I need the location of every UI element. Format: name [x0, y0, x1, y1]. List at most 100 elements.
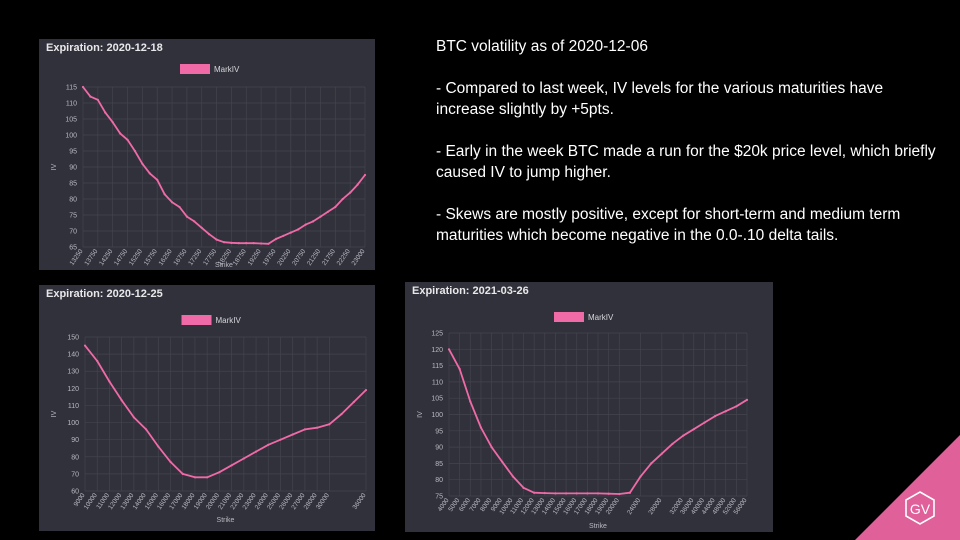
data-point	[297, 228, 300, 231]
x-axis-label: Strike	[215, 262, 233, 269]
y-tick-label: 80	[69, 197, 77, 204]
data-point	[163, 193, 166, 196]
x-tick-label: 20750	[291, 248, 307, 267]
x-tick-label: 36000	[352, 492, 368, 511]
y-tick-label: 85	[435, 461, 443, 468]
legend-label: MarkIV	[214, 65, 240, 74]
data-point	[170, 201, 174, 204]
data-point	[133, 149, 137, 153]
y-tick-label: 110	[68, 403, 79, 410]
x-axis-label: Strike	[217, 517, 235, 524]
data-point	[282, 234, 285, 237]
x-tick-label: 14750	[113, 248, 129, 267]
data-point	[119, 132, 122, 135]
x-tick-label: 13750	[83, 248, 99, 267]
y-tick-label: 100	[65, 133, 77, 140]
legend-label: MarkIV	[588, 313, 614, 322]
data-point	[245, 242, 248, 245]
data-point	[554, 492, 557, 495]
data-point	[242, 457, 245, 460]
data-point	[469, 400, 472, 403]
y-tick-label: 140	[67, 352, 79, 359]
data-point	[193, 220, 196, 223]
data-point	[543, 491, 546, 495]
x-tick-label: 23000	[351, 248, 367, 267]
data-point	[334, 205, 337, 209]
data-point	[181, 472, 184, 475]
data-point	[230, 241, 233, 244]
iv-chart-2020-12-25: 6070809010011012013014015090001000011000…	[51, 315, 368, 524]
data-point	[96, 359, 99, 363]
chart-panel-2020-12-25: Expiration: 2020-12-25 60 70 80 90 100 110 120…	[39, 285, 375, 531]
data-point	[156, 178, 159, 181]
y-axis-label: IV	[417, 411, 424, 418]
y-tick-label: 150	[67, 335, 79, 342]
data-point	[692, 428, 695, 431]
data-point	[254, 450, 258, 453]
y-tick-label: 110	[66, 101, 77, 108]
y-tick-label: 115	[432, 363, 443, 370]
legend-swatch	[181, 315, 212, 325]
data-point	[178, 205, 181, 209]
x-tick-label: 19750	[261, 248, 277, 267]
chart-panel-2021-03-26: Expiration: 2021-03-26 75 80 85 90 95 100 105 1…	[405, 282, 773, 532]
chart-panel-2020-12-18: Expiration: 2020-12-18 65 70 75 80 85 90 95 100…	[39, 39, 375, 270]
data-point	[316, 426, 319, 429]
y-tick-label: 70	[71, 471, 79, 478]
series-line-markiv	[84, 345, 367, 479]
x-tick-label: 21250	[306, 248, 322, 267]
logo-hexagon	[905, 491, 935, 525]
y-tick-label: 90	[71, 437, 79, 444]
data-point	[111, 121, 114, 124]
data-point	[148, 172, 151, 175]
commentary-bullet: - Skews are mostly positive, except for …	[436, 206, 901, 244]
data-point	[222, 241, 226, 244]
data-point	[96, 98, 99, 101]
data-point	[279, 438, 282, 441]
data-point	[356, 183, 359, 186]
x-tick-label: 19250	[247, 248, 263, 267]
x-tick-label: 18750	[232, 248, 248, 267]
data-point	[745, 398, 749, 401]
y-tick-label: 95	[435, 428, 443, 435]
y-tick-label: 130	[67, 369, 79, 376]
data-point	[252, 242, 255, 245]
commentary-heading: BTC volatility as of 2020-12-06	[436, 38, 648, 55]
y-tick-label: 105	[431, 396, 443, 403]
data-point	[157, 445, 160, 448]
y-tick-label: 80	[71, 454, 79, 461]
data-point	[311, 220, 315, 223]
x-tick-label: 22250	[336, 248, 352, 267]
y-tick-label: 120	[431, 347, 443, 354]
data-point	[671, 442, 674, 445]
data-point	[328, 423, 331, 426]
y-axis-label: IV	[51, 410, 58, 417]
data-point	[303, 428, 307, 431]
data-point	[267, 242, 270, 245]
data-point	[364, 388, 368, 392]
chart-title: Expiration: 2020-12-18	[46, 42, 163, 54]
data-point	[564, 492, 568, 495]
data-point	[628, 491, 632, 494]
data-point	[682, 434, 685, 437]
y-tick-label: 120	[67, 386, 79, 393]
data-point	[501, 460, 504, 463]
series-line-markiv	[82, 86, 366, 245]
data-point	[120, 399, 123, 402]
data-point	[352, 400, 355, 404]
iv-chart-2021-03-26: 7580859095100105110115120125400050006000…	[417, 312, 749, 530]
data-point	[126, 138, 129, 141]
data-point	[206, 476, 209, 479]
data-point	[326, 210, 329, 213]
legend-label: MarkIV	[216, 316, 242, 325]
data-point	[193, 476, 197, 479]
x-tick-label: 15750	[143, 248, 159, 267]
y-tick-label: 75	[435, 494, 443, 501]
y-tick-label: 60	[71, 489, 79, 496]
commentary: BTC volatility as of 2020-12-06 - Compar…	[436, 36, 936, 267]
data-point	[289, 231, 292, 234]
data-point	[596, 492, 600, 495]
data-point	[291, 433, 294, 436]
x-tick-label: 17250	[187, 248, 203, 267]
data-point	[274, 237, 278, 241]
